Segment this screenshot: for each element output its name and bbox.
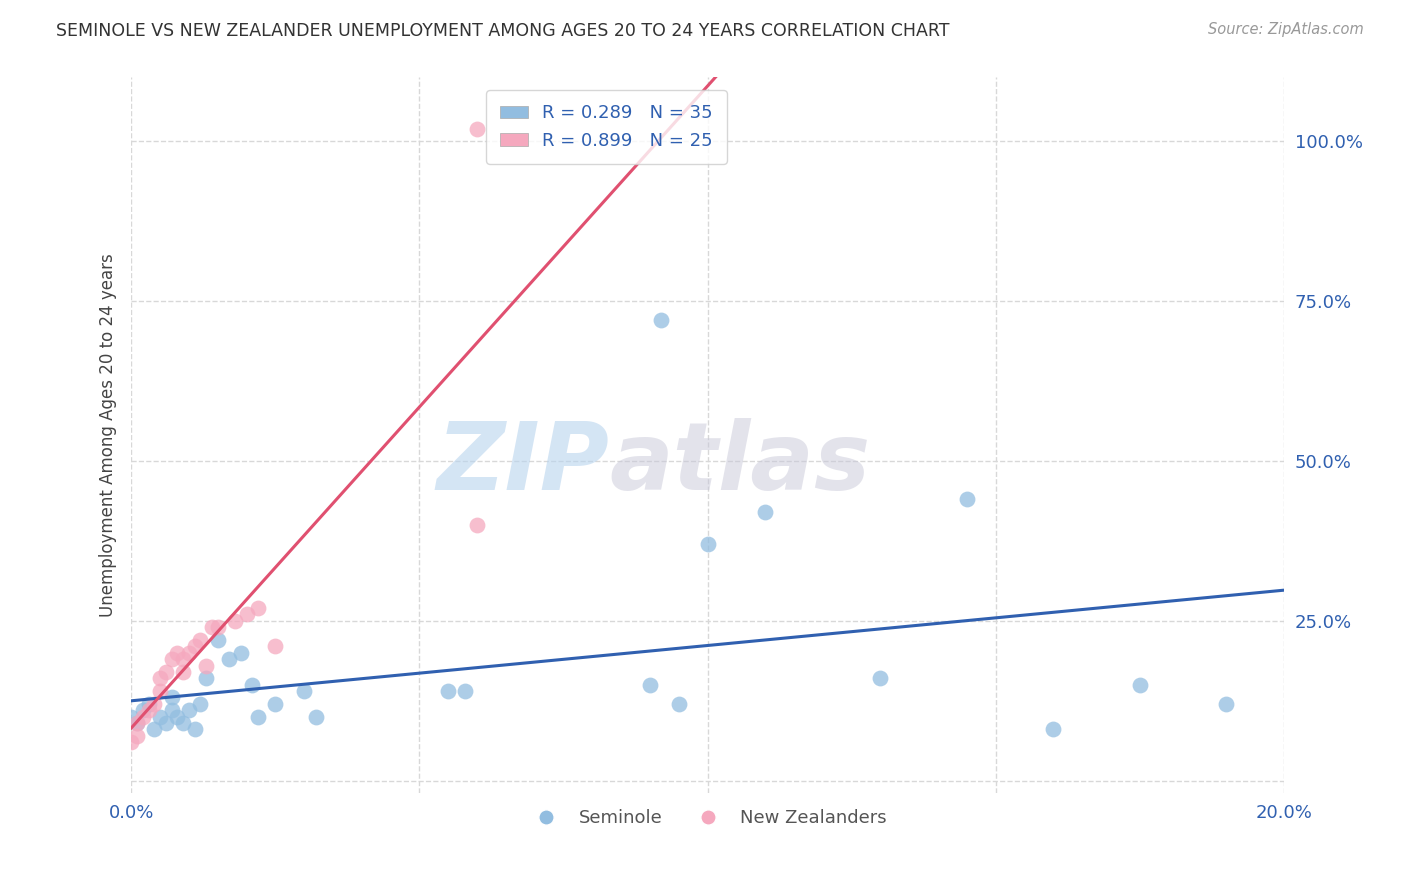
Y-axis label: Unemployment Among Ages 20 to 24 years: Unemployment Among Ages 20 to 24 years [100, 253, 117, 617]
Point [138, 703, 160, 717]
Point [247, 709, 270, 723]
Point [869, 671, 891, 685]
Point [638, 678, 661, 692]
Point [454, 684, 477, 698]
Point [149, 709, 172, 723]
Point [240, 678, 263, 692]
Point [143, 723, 166, 737]
Point [172, 716, 194, 731]
Point [166, 709, 188, 723]
Point [177, 703, 200, 717]
Point [172, 652, 194, 666]
Point [183, 640, 205, 654]
Point [125, 729, 148, 743]
Point [195, 658, 218, 673]
Point [247, 601, 270, 615]
Text: atlas: atlas [610, 418, 870, 510]
Point [650, 313, 672, 327]
Point [264, 697, 287, 711]
Point [132, 703, 155, 717]
Point [120, 709, 142, 723]
Point [125, 716, 148, 731]
Point [207, 632, 229, 647]
Point [696, 537, 718, 551]
Point [143, 697, 166, 711]
Point [224, 614, 246, 628]
Point [120, 735, 142, 749]
Point [160, 690, 183, 705]
Point [292, 684, 315, 698]
Legend: Seminole, New Zealanders: Seminole, New Zealanders [522, 802, 894, 834]
Point [155, 716, 177, 731]
Point [668, 697, 690, 711]
Point [190, 697, 212, 711]
Point [264, 640, 287, 654]
Point [195, 671, 218, 685]
Point [160, 703, 183, 717]
Point [138, 697, 160, 711]
Point [305, 709, 328, 723]
Point [183, 723, 205, 737]
Point [1215, 697, 1237, 711]
Point [1042, 723, 1064, 737]
Point [956, 492, 979, 507]
Point [437, 684, 460, 698]
Point [465, 517, 488, 532]
Point [166, 646, 188, 660]
Point [132, 709, 155, 723]
Point [149, 671, 172, 685]
Point [1129, 678, 1152, 692]
Text: SEMINOLE VS NEW ZEALANDER UNEMPLOYMENT AMONG AGES 20 TO 24 YEARS CORRELATION CHA: SEMINOLE VS NEW ZEALANDER UNEMPLOYMENT A… [56, 22, 949, 40]
Point [155, 665, 177, 679]
Point [149, 684, 172, 698]
Point [754, 505, 776, 519]
Point [177, 646, 200, 660]
Text: ZIP: ZIP [437, 418, 610, 510]
Point [160, 652, 183, 666]
Point [172, 665, 194, 679]
Point [125, 716, 148, 731]
Point [190, 632, 212, 647]
Text: Source: ZipAtlas.com: Source: ZipAtlas.com [1208, 22, 1364, 37]
Point [235, 607, 257, 622]
Point [229, 646, 252, 660]
Point [201, 620, 224, 634]
Point [207, 620, 229, 634]
Point [465, 121, 488, 136]
Point [218, 652, 240, 666]
